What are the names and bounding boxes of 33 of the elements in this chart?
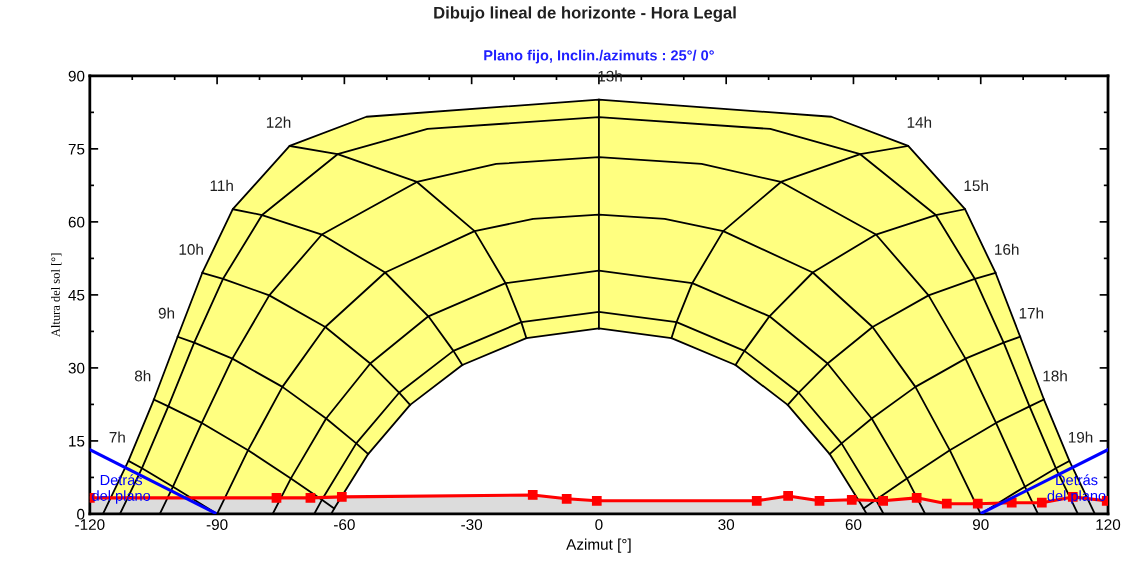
y-tick-label: 0 bbox=[77, 508, 85, 520]
annotation: 15h bbox=[964, 179, 988, 192]
annotation: 16h bbox=[995, 243, 1019, 255]
annotation: 9h bbox=[158, 307, 175, 319]
y-tick-label: 15 bbox=[69, 435, 85, 447]
x-tick-label: -120 bbox=[75, 519, 105, 531]
x-tick-label: 60 bbox=[845, 519, 862, 531]
annotation: 7h bbox=[109, 431, 125, 443]
annotation: 14h bbox=[907, 116, 932, 128]
y-tick-label: 30 bbox=[68, 362, 85, 374]
x-tick-label: -60 bbox=[334, 519, 355, 531]
x-tick-label: 30 bbox=[718, 519, 735, 531]
y-axis-title: Altura del sol [°] bbox=[51, 253, 62, 338]
annotation: 19h bbox=[1068, 431, 1093, 443]
annotation: 11h bbox=[210, 179, 233, 191]
annotation: 10h bbox=[179, 243, 203, 255]
y-tick-label: 75 bbox=[68, 143, 85, 155]
annotation: 17h bbox=[1019, 307, 1044, 319]
annotation: 8h bbox=[134, 370, 151, 382]
annotation: 12h bbox=[266, 116, 291, 128]
x-tick-label: -90 bbox=[206, 519, 228, 531]
annotation: 18h bbox=[1043, 370, 1067, 382]
x-axis-title: Azimut [°] bbox=[566, 538, 631, 553]
y-tick-label: 60 bbox=[68, 216, 85, 228]
y-tick-label: 45 bbox=[68, 289, 85, 301]
chart-subtitle: Plano fijo, Inclin./azimuts : 25°/ 0° bbox=[484, 49, 714, 64]
x-tick-label: 0 bbox=[595, 519, 603, 531]
chart-title: Dibujo lineal de horizonte - Hora Legal bbox=[434, 6, 736, 22]
x-tick-label: 90 bbox=[972, 519, 989, 531]
y-tick-label: 90 bbox=[68, 70, 85, 82]
x-tick-label: 120 bbox=[1096, 519, 1121, 531]
annotation: 13h bbox=[598, 70, 622, 82]
x-tick-label: -30 bbox=[461, 519, 483, 531]
